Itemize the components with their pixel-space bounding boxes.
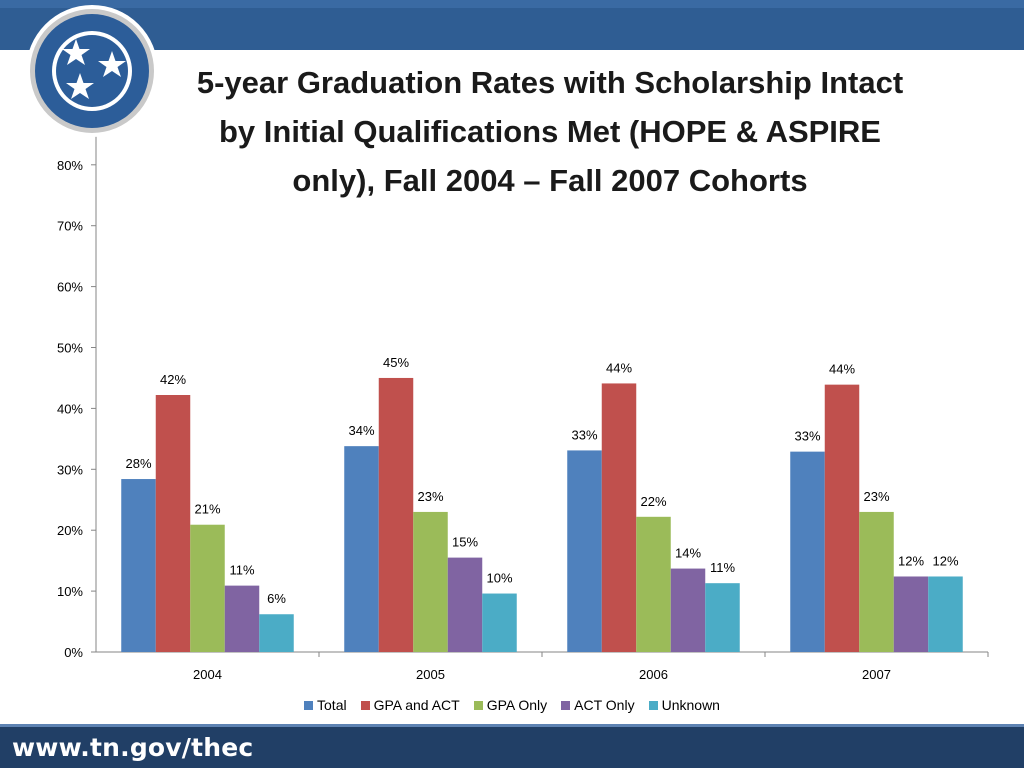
- data-label: 42%: [160, 372, 186, 387]
- bar: [155, 395, 191, 652]
- footer-rule: [0, 724, 1024, 727]
- y-tick-label: 80%: [57, 158, 83, 173]
- bar: [670, 568, 706, 652]
- x-tick-label: 2007: [862, 667, 891, 682]
- x-tick-label: 2005: [416, 667, 445, 682]
- data-label: 44%: [829, 362, 855, 377]
- bar: [344, 446, 379, 652]
- chart-title-line: 5-year Graduation Rates with Scholarship…: [196, 65, 904, 100]
- bar: [636, 516, 671, 652]
- legend-label: Total: [317, 697, 347, 713]
- bar: [893, 576, 929, 652]
- data-label: 11%: [710, 560, 735, 575]
- data-label: 11%: [229, 563, 254, 578]
- footer-url[interactable]: www.tn.gov/thec: [12, 733, 254, 762]
- data-label: 45%: [383, 355, 409, 370]
- seal-star-icon: [66, 73, 94, 99]
- data-label: 6%: [267, 591, 286, 606]
- x-tick-label: 2004: [193, 667, 222, 682]
- data-label: 10%: [486, 571, 512, 586]
- y-tick-label: 10%: [57, 584, 83, 599]
- tennessee-tri-star-seal: [26, 5, 158, 137]
- bar: [121, 479, 156, 652]
- legend-item: GPA and ACT: [360, 697, 460, 713]
- data-label: 34%: [348, 423, 374, 438]
- data-label: 12%: [898, 553, 924, 568]
- seal-star-icon: [62, 39, 90, 65]
- data-label: 14%: [675, 546, 701, 561]
- legend-label: GPA Only: [486, 697, 548, 713]
- footer-band: [0, 724, 1024, 768]
- seal-star-icon: [98, 51, 126, 77]
- data-label: 21%: [194, 502, 220, 517]
- data-label: 33%: [571, 427, 597, 442]
- bar: [859, 511, 894, 652]
- legend-swatch: [473, 700, 483, 710]
- chart-title-line: by Initial Qualifications Met (HOPE & AS…: [218, 114, 881, 149]
- chart-legend: Total GPA and ACT GPA Only ACT Only Unknown: [0, 697, 1024, 713]
- legend-item: Total: [304, 697, 347, 713]
- y-tick-label: 20%: [57, 523, 83, 538]
- bar: [567, 450, 602, 652]
- legend-swatch: [304, 700, 314, 710]
- bar: [705, 583, 740, 652]
- data-label: 28%: [125, 456, 151, 471]
- y-tick-label: 70%: [57, 219, 83, 234]
- chart-title: 5-year Graduation Rates with Scholarship…: [150, 58, 950, 205]
- x-tick-label: 2006: [639, 667, 668, 682]
- chart-title-line: only), Fall 2004 – Fall 2007 Cohorts: [292, 163, 808, 198]
- legend-item: ACT Only: [561, 697, 635, 713]
- legend-swatch: [561, 700, 571, 710]
- legend-item: Unknown: [648, 697, 720, 713]
- legend-label: GPA and ACT: [373, 697, 460, 713]
- y-tick-label: 50%: [57, 341, 83, 356]
- bar: [259, 614, 294, 652]
- header-band-shade: [0, 0, 1024, 8]
- data-label: 23%: [417, 489, 443, 504]
- bar: [413, 511, 448, 652]
- y-tick-label: 30%: [57, 462, 83, 477]
- bar: [790, 451, 825, 652]
- legend-swatch: [648, 700, 658, 710]
- legend-label: ACT Only: [574, 697, 635, 713]
- bar: [601, 383, 637, 652]
- y-tick-label: 0%: [64, 645, 83, 660]
- header-band: [0, 0, 1024, 50]
- bar: [378, 377, 414, 652]
- legend-label: Unknown: [661, 697, 720, 713]
- bar: [447, 557, 483, 652]
- bar: [928, 576, 963, 652]
- data-label: 44%: [606, 360, 632, 375]
- legend-swatch: [360, 700, 370, 710]
- data-label: 23%: [863, 489, 889, 504]
- y-tick-label: 40%: [57, 401, 83, 416]
- bar: [482, 593, 517, 652]
- y-tick-label: 60%: [57, 280, 83, 295]
- legend-item: GPA Only: [473, 697, 548, 713]
- bar: [224, 585, 260, 652]
- data-label: 12%: [932, 553, 958, 568]
- data-label: 33%: [794, 429, 820, 444]
- data-label: 22%: [640, 494, 666, 509]
- bar: [824, 384, 860, 652]
- data-label: 15%: [452, 535, 478, 550]
- bar: [190, 524, 225, 652]
